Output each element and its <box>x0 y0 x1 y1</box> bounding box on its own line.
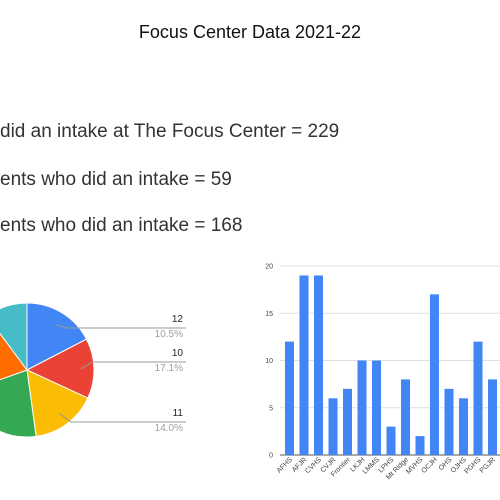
bar-cvjr <box>328 398 338 455</box>
bar-x-tick-label: PGHS <box>463 456 482 475</box>
pie-slice-4 <box>0 332 28 381</box>
pie-value-label: 11 <box>173 408 184 419</box>
bar-y-tick-label: 5 <box>269 405 273 412</box>
bar-x-tick-label: PGJR <box>479 456 497 474</box>
pie-slice-3 <box>0 369 37 438</box>
pie-percent-label: 14.0% <box>155 423 183 434</box>
bar-y-tick-label: 15 <box>265 311 273 318</box>
bar-y-tick-label: 20 <box>265 264 273 271</box>
pie-leader-line-0 <box>54 323 186 329</box>
bar-x-tick-label: OCJH <box>420 456 438 474</box>
bar-ocjh <box>430 294 439 455</box>
bar-y-tick-label: 10 <box>265 358 273 365</box>
pie-value-label: 10 <box>172 348 184 359</box>
bar-y-tick-label: 0 <box>269 453 273 460</box>
bar-afjr <box>299 275 309 455</box>
pie-percent-label: 10.5% <box>155 329 183 340</box>
stat-intakes-group-b: ents who did an intake = 168 <box>0 215 243 236</box>
bar-x-tick-label: CVHS <box>304 456 323 475</box>
pie-leader-line-2 <box>58 412 186 423</box>
bar-afhs <box>285 341 294 455</box>
pie-percent-label: 17.1% <box>155 363 183 374</box>
bar-x-tick-label: LMMS <box>362 456 381 475</box>
bar-lkjh <box>357 360 367 455</box>
bar-pgjr <box>488 379 497 455</box>
bar-ojhs <box>459 398 468 455</box>
bar-x-tick-label: AFHS <box>276 456 294 474</box>
stat-total-intakes: did an intake at The Focus Center = 229 <box>0 121 340 142</box>
bar-ohs <box>444 388 454 455</box>
bar-mvhs <box>415 436 425 455</box>
bar-lmms <box>372 360 381 455</box>
pie-value-label: 12 <box>172 314 184 325</box>
pie-slice-2 <box>26 369 89 437</box>
bar-pghs <box>473 341 483 455</box>
bar-cvhs <box>314 275 323 455</box>
pie-slice-5 <box>0 302 28 372</box>
bar-lphs <box>386 426 396 455</box>
bar-frontier <box>343 388 352 455</box>
pie-slice-0 <box>26 302 88 371</box>
stat-intakes-group-a: ents who did an intake = 59 <box>0 169 232 190</box>
bar-mt-ridge <box>401 379 410 455</box>
pie-leader-line-1 <box>80 361 186 370</box>
bar-x-tick-label: MVHS <box>405 456 424 475</box>
page-title: Focus Center Data 2021-22 <box>138 22 362 42</box>
pie-slice-1 <box>25 338 95 399</box>
